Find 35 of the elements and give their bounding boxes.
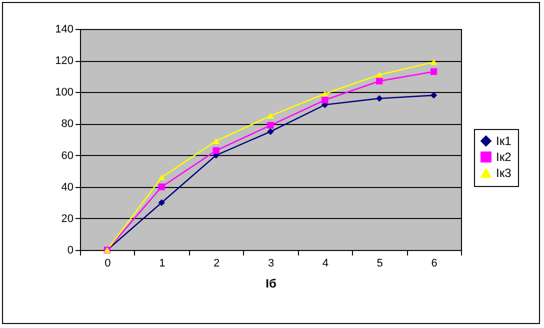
point [430,68,438,75]
point [267,112,274,119]
point [430,59,438,66]
point [322,96,328,104]
x-tick-label: 2 [214,258,220,270]
point [212,138,220,144]
y-tick-label: 80 [61,118,74,130]
point [158,184,165,190]
x-axis-title: Iб [266,276,276,290]
y-tick-label: 100 [55,86,74,99]
y-tick-label: 60 [61,150,74,162]
y-tick-label: 140 [55,24,74,36]
legend-label: Iк2 [496,150,512,164]
legend-label: Iк1 [496,134,512,148]
x-tick-label: 5 [376,258,383,270]
point [322,90,328,97]
point [376,95,383,102]
y-tick-label: 20 [61,212,74,225]
point [376,72,383,78]
y-tick-label: 40 [61,181,74,194]
point [158,199,165,206]
legend-label: Iк3 [496,166,512,180]
point [376,78,383,84]
point [430,92,438,99]
x-tick-label: 3 [268,258,274,270]
y-tick-label: 120 [55,55,74,68]
x-tick-label: 0 [104,258,111,270]
x-tick-label: 1 [159,258,166,270]
point [267,122,274,129]
point [158,174,165,180]
point [212,147,220,154]
x-tick-label: 6 [431,258,438,270]
y-tick-label: 0 [67,244,74,256]
point [267,128,274,135]
x-tick-label: 4 [322,258,328,270]
